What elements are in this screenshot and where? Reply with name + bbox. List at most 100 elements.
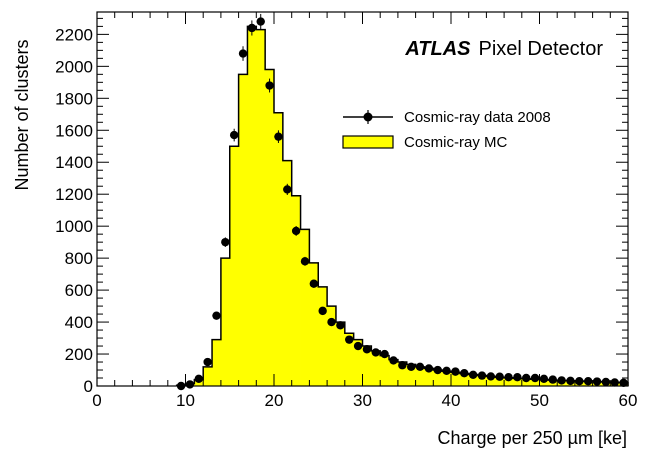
mc-bin — [229, 146, 239, 386]
y-tick-label: 1600 — [55, 121, 93, 140]
data-point — [194, 374, 203, 384]
data-point — [380, 349, 389, 359]
data-point — [212, 311, 221, 320]
data-point — [415, 362, 425, 372]
mc-bin — [521, 378, 532, 386]
y-tick-label: 2000 — [55, 57, 93, 76]
data-point — [442, 366, 451, 376]
x-tick-label: 50 — [530, 391, 549, 410]
data-point — [398, 361, 407, 370]
mc-bin — [318, 286, 328, 386]
mc-bin — [371, 350, 381, 386]
data-point — [424, 364, 434, 373]
y-tick-label: 1800 — [55, 89, 93, 108]
experiment-name: ATLAS — [404, 38, 471, 60]
data-point — [247, 23, 257, 33]
data-point — [433, 365, 442, 375]
mc-bin — [362, 346, 372, 386]
data-point — [575, 377, 584, 386]
plot-frame — [96, 11, 629, 387]
y-tick-label: 400 — [65, 313, 93, 332]
mc-bin — [530, 379, 540, 386]
mc-bin — [256, 29, 266, 386]
x-tick-label: 0 — [92, 391, 101, 410]
data-point — [592, 377, 602, 386]
legend-mc-swatch — [342, 135, 394, 149]
mc-bin — [504, 377, 514, 386]
data-point — [265, 81, 274, 90]
mc-bin — [212, 339, 222, 386]
data-point — [229, 130, 239, 140]
data-point — [389, 356, 398, 365]
data-point — [300, 257, 310, 266]
y-tick-label: 1400 — [55, 153, 93, 172]
data-point — [221, 237, 230, 247]
data-point — [451, 367, 460, 376]
legend: Cosmic-ray data 2008 Cosmic-ray MC — [342, 109, 551, 151]
x-tick-label: 20 — [265, 391, 284, 410]
mc-bin — [442, 371, 452, 386]
data-point — [238, 49, 248, 58]
data-point — [362, 345, 372, 354]
experiment-label: ATLAS Pixel Detector — [404, 38, 603, 60]
mc-bin — [451, 372, 461, 386]
x-tick-label: 40 — [442, 391, 461, 410]
mc-bin — [265, 69, 275, 387]
data-point — [583, 377, 593, 386]
mc-bin — [495, 377, 505, 386]
mc-bin — [327, 306, 337, 386]
mc-bin — [397, 362, 408, 386]
y-tick-label: 200 — [65, 345, 93, 364]
data-point — [495, 372, 504, 381]
x-tick-label: 60 — [619, 391, 638, 410]
mc-histogram — [175, 25, 629, 387]
data-point — [353, 341, 363, 351]
data-point — [460, 369, 469, 378]
x-axis-title: Charge per 250 µm [ke] — [438, 428, 627, 448]
data-point — [274, 132, 283, 141]
data-point — [185, 380, 195, 389]
mc-bin — [247, 26, 257, 387]
y-tick-label: 1000 — [55, 217, 93, 236]
mc-bin — [512, 378, 523, 386]
data-point — [548, 375, 557, 384]
data-point — [468, 370, 478, 380]
mc-bin — [282, 160, 293, 386]
data-points — [176, 13, 628, 391]
mc-bin — [274, 112, 284, 386]
mc-bin — [477, 375, 487, 386]
mc-bin — [291, 195, 301, 386]
legend-label-data: Cosmic-ray data 2008 — [404, 109, 551, 126]
data-point — [309, 279, 319, 288]
data-point — [291, 226, 301, 236]
mc-bin — [424, 368, 434, 386]
mc-bin — [468, 374, 478, 386]
mc-bin — [300, 229, 310, 386]
mc-bin — [433, 370, 443, 386]
mc-bin — [203, 366, 213, 386]
data-point — [283, 185, 292, 194]
mc-bin — [335, 322, 346, 386]
data-point — [406, 362, 416, 372]
y-tick-label: 1200 — [55, 185, 93, 204]
mc-bin — [380, 355, 390, 386]
mc-bin — [406, 364, 416, 386]
y-tick-label: 600 — [65, 281, 93, 300]
y-axis-title: Number of clusters — [12, 39, 32, 190]
y-tick-label: 0 — [84, 377, 93, 396]
mc-bin — [238, 74, 248, 386]
data-point — [327, 317, 336, 327]
mc-bin — [353, 339, 363, 386]
data-point — [539, 374, 549, 384]
detector-name: Pixel Detector — [479, 38, 604, 60]
mc-bin — [415, 366, 425, 386]
data-point — [345, 335, 354, 344]
mc-bin — [220, 258, 231, 386]
mc-bin — [486, 376, 496, 386]
y-tick-label: 2200 — [55, 25, 93, 44]
data-point — [557, 376, 566, 385]
data-point — [513, 373, 522, 382]
data-point — [256, 17, 265, 26]
legend-label-mc: Cosmic-ray MC — [404, 134, 507, 151]
